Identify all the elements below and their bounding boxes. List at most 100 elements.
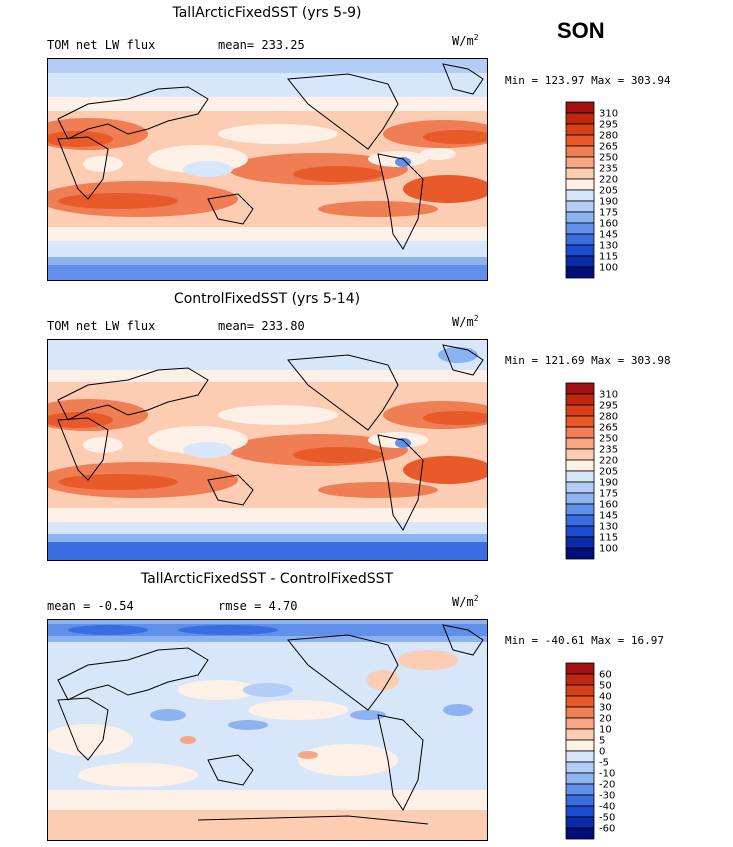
colorbar-tick-label: 295: [599, 401, 618, 412]
colorbar-tick-label: 175: [599, 489, 618, 500]
colorbar-tick-label: 295: [599, 120, 618, 131]
colorbar-swatch: [565, 101, 595, 114]
colorbar-tick-label: 115: [599, 252, 618, 263]
panel3-unit: W/m2: [452, 594, 479, 609]
panel1-mean-label: mean= 233.25: [218, 38, 305, 52]
colorbar-tick-label: 280: [599, 131, 618, 142]
colorbar-swatch: [565, 470, 595, 483]
colorbar-swatch: [565, 503, 595, 516]
panel3-mean-label: mean = -0.54: [47, 599, 134, 613]
colorbar-swatch: [565, 266, 595, 279]
colorbar-swatch: [565, 525, 595, 538]
colorbar-swatch: [565, 255, 595, 268]
colorbar-swatch: [565, 827, 595, 840]
colorbar-tick-label: 130: [599, 241, 618, 252]
colorbar-swatch: [565, 816, 595, 829]
panel1-colorbar: 310 295 280 265 250 235 220 205 190 175 160 145 130 1…: [565, 101, 645, 281]
colorbar-swatch: [565, 673, 595, 686]
colorbar-tick-label: 205: [599, 467, 618, 478]
colorbar-tick-label: -5: [599, 758, 609, 769]
colorbar-swatch: [565, 717, 595, 730]
colorbar-swatch: [565, 426, 595, 439]
colorbar-swatch: [565, 415, 595, 428]
colorbar-swatch: [565, 437, 595, 450]
panel1-title: TallArcticFixedSST (yrs 5-9): [172, 5, 362, 21]
panel1-map: [28, 58, 503, 281]
colorbar-tick-label: 235: [599, 164, 618, 175]
colorbar-swatch: [565, 481, 595, 494]
colorbar-tick-label: -20: [599, 780, 615, 791]
colorbar-tick-label: -50: [599, 813, 615, 824]
colorbar-tick-label: 100: [599, 263, 618, 274]
colorbar-swatch: [565, 382, 595, 395]
colorbar-swatch: [565, 662, 595, 675]
colorbar-tick-label: 220: [599, 175, 618, 186]
colorbar-tick-label: 145: [599, 230, 618, 241]
colorbar-swatch: [565, 189, 595, 202]
colorbar-tick-label: 310: [599, 390, 618, 401]
colorbar-swatch: [565, 514, 595, 527]
colorbar-swatch: [565, 178, 595, 191]
colorbar-swatch: [565, 459, 595, 472]
colorbar-swatch: [565, 739, 595, 752]
colorbar-tick-label: 250: [599, 153, 618, 164]
colorbar-swatch: [565, 112, 595, 125]
colorbar-tick-label: 190: [599, 197, 618, 208]
colorbar-tick-label: 0: [599, 747, 605, 758]
colorbar-swatch: [565, 200, 595, 213]
colorbar-swatch: [565, 783, 595, 796]
panel2-mean-label: mean= 233.80: [218, 319, 305, 333]
colorbar-tick-label: 160: [599, 500, 618, 511]
colorbar-swatch: [565, 156, 595, 169]
colorbar-tick-label: 30: [599, 703, 612, 714]
colorbar-tick-label: 250: [599, 434, 618, 445]
colorbar-tick-label: 40: [599, 692, 612, 703]
colorbar-tick-label: -60: [599, 824, 615, 835]
colorbar-tick-label: -30: [599, 791, 615, 802]
colorbar-swatch: [565, 706, 595, 719]
colorbar-swatch: [565, 761, 595, 774]
colorbar-swatch: [565, 134, 595, 147]
panel3-title: TallArcticFixedSST - ControlFixedSST: [140, 571, 394, 587]
colorbar-swatch: [565, 684, 595, 697]
colorbar-swatch: [565, 393, 595, 406]
panel3-map-field: [43, 620, 487, 840]
colorbar-tick-label: 220: [599, 456, 618, 467]
colorbar-swatch: [565, 222, 595, 235]
colorbar-swatch: [565, 695, 595, 708]
colorbar-tick-label: 60: [599, 670, 612, 681]
panel1-variable-label: TOM net LW flux: [47, 38, 156, 52]
colorbar-tick-label: 280: [599, 412, 618, 423]
colorbar-tick-label: 5: [599, 736, 605, 747]
colorbar-tick-label: 50: [599, 681, 612, 692]
panel1-unit: W/m2: [452, 33, 479, 48]
panel3-minmax: Min = -40.61 Max = 16.97: [505, 634, 664, 647]
colorbar-tick-label: 115: [599, 533, 618, 544]
panel2-colorbar-svg: 3102952802652502352202051901751601451301…: [565, 382, 618, 560]
colorbar-swatch: [565, 123, 595, 136]
colorbar-tick-label: 190: [599, 478, 618, 489]
panel1-minmax: Min = 123.97 Max = 303.94: [505, 74, 671, 87]
colorbar-swatch: [565, 404, 595, 417]
colorbar-tick-label: 205: [599, 186, 618, 197]
panel2-map: [28, 339, 503, 561]
colorbar-tick-label: 310: [599, 109, 618, 120]
colorbar-tick-label: 175: [599, 208, 618, 219]
colorbar-swatch: [565, 750, 595, 763]
colorbar-swatch: [565, 145, 595, 158]
colorbar-swatch: [565, 167, 595, 180]
colorbar-tick-label: -40: [599, 802, 615, 813]
panel2-unit: W/m2: [452, 314, 479, 329]
panel2-colorbar: 310 295 280 265 250 235 220 205 190 175 160 145 130 1…: [565, 382, 645, 562]
colorbar-tick-label: 265: [599, 142, 618, 153]
colorbar-swatch: [565, 233, 595, 246]
colorbar-tick-label: -10: [599, 769, 615, 780]
colorbar-swatch: [565, 244, 595, 257]
colorbar-swatch: [565, 492, 595, 505]
panel2-map-field: [28, 340, 503, 560]
colorbar-swatch: [565, 728, 595, 741]
colorbar-tick-label: 130: [599, 522, 618, 533]
panel1-colorbar-svg: 3102952802652502352202051901751601451301…: [565, 101, 618, 279]
colorbar-swatch: [565, 547, 595, 560]
